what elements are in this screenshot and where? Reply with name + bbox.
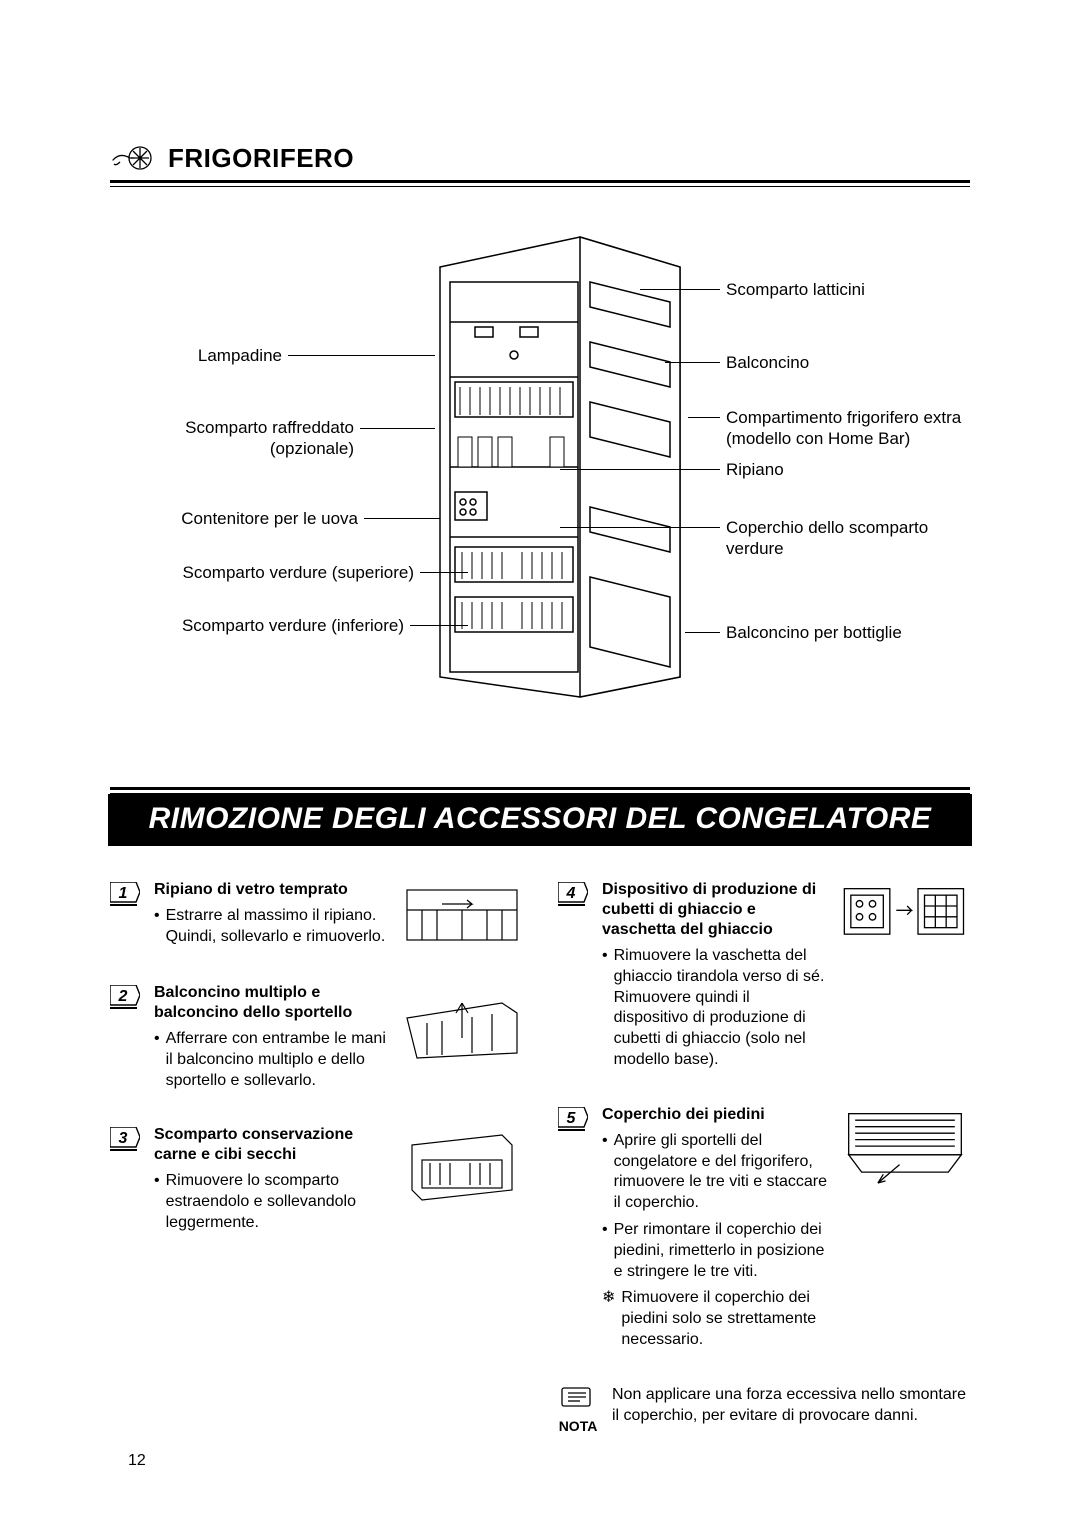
leader-line bbox=[364, 518, 440, 519]
leader-line bbox=[410, 625, 468, 626]
svg-text:3: 3 bbox=[119, 1130, 128, 1147]
note-icon: NOTA bbox=[558, 1385, 598, 1434]
diagram-label: Contenitore per le uova bbox=[181, 508, 358, 529]
column-left: 1 Ripiano di vetro temprato • Estrarre al… bbox=[110, 880, 522, 1434]
step-bullet: • Rimuovere lo scomparto estraendolo e s… bbox=[154, 1171, 390, 1233]
leader-line bbox=[640, 289, 720, 290]
diagram-label: Coperchio dello scompartoverdure bbox=[726, 517, 928, 560]
fridge-diagram: Lampadine Scomparto raffreddato(opzionale… bbox=[110, 227, 970, 747]
step: 4 Dispositivo di produzione di cubetti d… bbox=[558, 880, 970, 1077]
step-number-badge: 4 bbox=[558, 882, 588, 906]
note-text: Non applicare una forza eccessiva nello … bbox=[612, 1385, 970, 1427]
step-bullet: • Rimuovere la vaschetta del ghiaccio ti… bbox=[602, 946, 828, 1071]
svg-text:2: 2 bbox=[118, 988, 128, 1005]
leader-line bbox=[688, 417, 720, 418]
leader-line bbox=[360, 428, 435, 429]
step-body: Dispositivo di produzione di cubetti di … bbox=[602, 880, 970, 1077]
page-number: 12 bbox=[128, 1452, 146, 1470]
banner-title: RIMOZIONE DEGLI ACCESSORI DEL CONGELATOR… bbox=[108, 794, 972, 846]
svg-text:4: 4 bbox=[566, 885, 576, 902]
section-title: FRIGORIFERO bbox=[168, 143, 354, 174]
note-label: NOTA bbox=[558, 1418, 598, 1434]
diagram-label: Scomparto latticini bbox=[726, 279, 865, 300]
step-body: Ripiano di vetro temprato • Estrarre al m… bbox=[154, 880, 522, 955]
step-title: Balconcino multiplo e balconcino dello s… bbox=[154, 983, 390, 1023]
step-title: Scomparto conservazione carne e cibi sec… bbox=[154, 1125, 390, 1165]
snowflake-hand-icon bbox=[110, 140, 154, 176]
step-title: Dispositivo di produzione di cubetti di … bbox=[602, 880, 828, 940]
step-bullet: • Aprire gli sportelli del congelatore e… bbox=[602, 1131, 828, 1214]
step-body: Balconcino multiplo e balconcino dello s… bbox=[154, 983, 522, 1097]
leader-line bbox=[560, 469, 720, 470]
divider bbox=[110, 180, 970, 183]
step-bullet: • Afferrare con entrambe le mani il balc… bbox=[154, 1029, 390, 1091]
step: 3 Scomparto conservazione carne e cibi s… bbox=[110, 1125, 522, 1239]
diagram-label: Ripiano bbox=[726, 459, 784, 480]
divider bbox=[110, 186, 970, 187]
step-illustration bbox=[402, 983, 522, 1097]
step-number-badge: 2 bbox=[110, 985, 140, 1009]
note-block: NOTA Non applicare una forza eccessiva n… bbox=[558, 1385, 970, 1434]
step: 2 Balconcino multiplo e balconcino dello… bbox=[110, 983, 522, 1097]
diagram-label: Compartimento frigorifero extra(modello … bbox=[726, 407, 961, 450]
section-header: FRIGORIFERO bbox=[110, 140, 970, 176]
leader-line bbox=[560, 527, 720, 528]
step-illustration bbox=[840, 1105, 970, 1357]
step-body: Coperchio dei piedini • Aprire gli sporte… bbox=[602, 1105, 970, 1357]
step: 5 Coperchio dei piedini • Aprire gli spor… bbox=[558, 1105, 970, 1357]
leader-line bbox=[420, 572, 468, 573]
fridge-illustration bbox=[380, 227, 720, 717]
diagram-label: Scomparto verdure (superiore) bbox=[183, 562, 414, 583]
step-illustration bbox=[402, 1125, 522, 1239]
svg-text:1: 1 bbox=[119, 885, 128, 902]
step-bullet: • Per rimontare il coperchio dei piedini… bbox=[602, 1220, 828, 1282]
step-bullet: • Estrarre al massimo il ripiano. Quindi… bbox=[154, 906, 390, 948]
step-title: Coperchio dei piedini bbox=[602, 1105, 828, 1125]
step-number-badge: 1 bbox=[110, 882, 140, 906]
diagram-label: Scomparto raffreddato(opzionale) bbox=[185, 417, 354, 460]
step-note: ❄ Rimuovere il coperchio dei piedini sol… bbox=[602, 1288, 828, 1350]
diagram-label: Scomparto verdure (inferiore) bbox=[182, 615, 404, 636]
diagram-label: Balconcino bbox=[726, 352, 809, 373]
step-illustration bbox=[840, 880, 970, 1077]
leader-line bbox=[665, 362, 720, 363]
divider bbox=[110, 787, 970, 790]
diagram-label: Lampadine bbox=[198, 345, 282, 366]
step-title: Ripiano di vetro temprato bbox=[154, 880, 390, 900]
diagram-label: Balconcino per bottiglie bbox=[726, 622, 902, 643]
step-body: Scomparto conservazione carne e cibi sec… bbox=[154, 1125, 522, 1239]
leader-line bbox=[288, 355, 435, 356]
steps-columns: 1 Ripiano di vetro temprato • Estrarre al… bbox=[110, 880, 970, 1434]
leader-line bbox=[685, 632, 720, 633]
step: 1 Ripiano di vetro temprato • Estrarre al… bbox=[110, 880, 522, 955]
step-illustration bbox=[402, 880, 522, 955]
step-number-badge: 3 bbox=[110, 1127, 140, 1151]
svg-text:5: 5 bbox=[567, 1110, 577, 1127]
step-number-badge: 5 bbox=[558, 1107, 588, 1131]
column-right: 4 Dispositivo di produzione di cubetti d… bbox=[558, 880, 970, 1434]
